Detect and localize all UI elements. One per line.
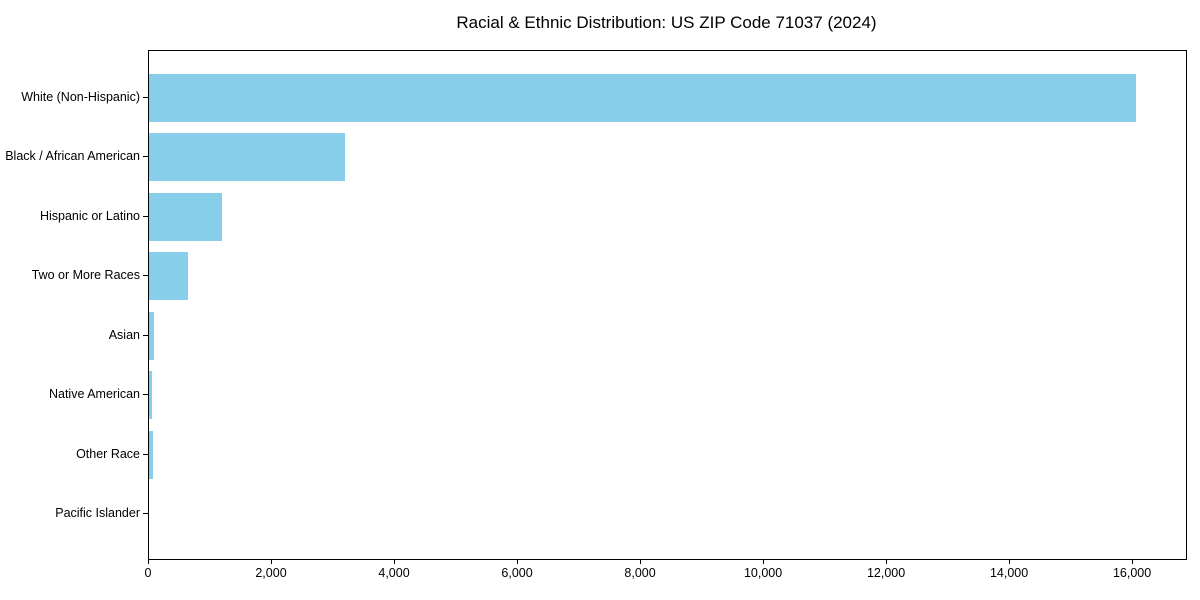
- x-axis-tick-label: 8,000: [624, 566, 656, 580]
- bar: [149, 252, 189, 301]
- x-axis-tick: [763, 559, 765, 564]
- bar: [149, 133, 345, 182]
- bar: [149, 192, 223, 241]
- x-axis-tick-label: 10,000: [743, 566, 783, 580]
- y-axis-label: Pacific Islander: [55, 506, 140, 520]
- y-axis-tick: [143, 156, 148, 158]
- x-axis-tick: [1132, 559, 1134, 564]
- bar: [149, 371, 152, 420]
- x-axis-tick-label: 14,000: [989, 566, 1029, 580]
- x-axis-tick-label: 0: [144, 566, 152, 580]
- y-axis-label: Black / African American: [5, 149, 140, 164]
- y-axis-label: Asian: [108, 327, 140, 342]
- chart-title: Racial & Ethnic Distribution: US ZIP Cod…: [456, 13, 877, 32]
- y-axis-label: Native American: [48, 387, 140, 402]
- y-axis-tick: [143, 334, 148, 336]
- y-axis-tick: [143, 97, 148, 98]
- y-axis-tick: [143, 215, 148, 217]
- y-axis-tick: [143, 513, 148, 514]
- x-axis-tick: [148, 559, 149, 564]
- x-axis-tick: [271, 559, 272, 564]
- x-axis-tick-label: 12,000: [866, 566, 906, 580]
- x-axis-tick: [886, 559, 888, 564]
- x-axis-tick-label: 6,000: [501, 566, 533, 580]
- bar: [149, 74, 1137, 122]
- y-axis-tick: [143, 275, 148, 277]
- x-axis-tick: [394, 559, 396, 564]
- x-axis-tick: [640, 559, 642, 564]
- bar: [149, 430, 153, 479]
- y-axis-label: White (Non-Hispanic): [21, 90, 140, 104]
- y-axis-tick: [143, 453, 148, 455]
- bar: [149, 311, 154, 360]
- y-axis-tick: [143, 394, 148, 396]
- x-axis-tick: [517, 559, 519, 564]
- x-axis-tick-label: 16,000: [1112, 566, 1152, 580]
- y-axis-label: Other Race: [76, 446, 140, 461]
- y-axis-label: Hispanic or Latino: [39, 208, 140, 223]
- x-axis-tick: [1009, 559, 1011, 564]
- x-axis-tick-label: 2,000: [255, 566, 287, 580]
- plot-area: [148, 50, 1187, 560]
- x-axis-tick-label: 4,000: [378, 566, 410, 580]
- y-axis-label: Two or More Races: [31, 268, 140, 283]
